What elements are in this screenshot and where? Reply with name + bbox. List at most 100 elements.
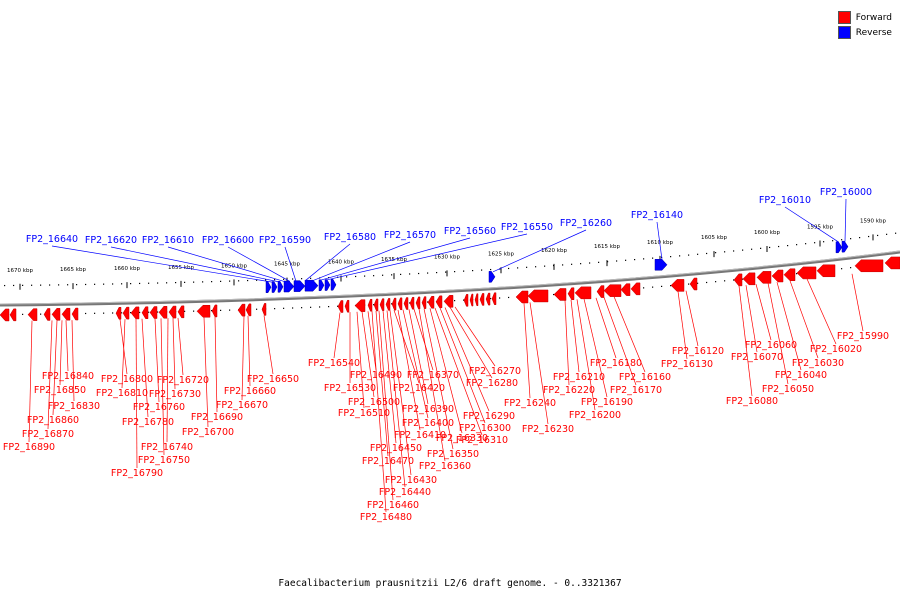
forward-leader-line xyxy=(214,316,218,413)
forward-leader-line xyxy=(429,308,463,434)
forward-leader-line xyxy=(851,273,864,332)
guide-dot-upper xyxy=(310,277,312,279)
guide-dot-upper xyxy=(220,280,222,282)
legend-label-forward: Forward xyxy=(855,12,892,23)
guide-dot-lower xyxy=(409,302,411,304)
forward-gene-arrow-59 xyxy=(816,264,836,278)
reverse-swatch xyxy=(837,26,851,39)
guide-dot-lower xyxy=(184,310,186,312)
guide-dot-upper xyxy=(436,271,438,274)
forward-leader-line xyxy=(418,308,446,462)
guide-dot-upper xyxy=(166,282,168,284)
guide-dot-upper xyxy=(13,284,15,287)
guide-dot-upper xyxy=(868,235,870,238)
guide-dot-upper xyxy=(283,278,285,280)
forward-gene-label: FP2_16370 xyxy=(407,370,459,381)
guide-dot-lower xyxy=(319,306,321,308)
guide-dot-upper xyxy=(31,284,33,286)
guide-dot-upper xyxy=(670,256,672,258)
guide-dot-upper xyxy=(562,264,564,266)
forward-leader-line xyxy=(570,299,580,373)
forward-gene-label: FP2_16070 xyxy=(731,352,783,363)
guide-dot-upper xyxy=(157,282,159,284)
guide-dot-upper xyxy=(544,265,546,267)
forward-leader-line xyxy=(154,318,160,403)
guide-dot-upper xyxy=(391,274,393,276)
reverse-gene-arrow-8 xyxy=(330,279,337,291)
forward-leader-line xyxy=(529,302,549,425)
guide-dot-lower xyxy=(283,307,285,309)
forward-gene-label: FP2_16330 xyxy=(436,433,488,444)
guide-dot-upper xyxy=(355,275,357,278)
forward-gene-arrow-21 xyxy=(344,299,350,313)
guide-dot-upper xyxy=(301,278,303,280)
forward-gene-label: FP2_16810 xyxy=(96,388,148,399)
forward-gene-arrow-54 xyxy=(742,272,756,286)
guide-dot-lower xyxy=(130,312,132,314)
forward-gene-arrow-14 xyxy=(177,305,185,319)
forward-gene-arrow-34 xyxy=(435,295,443,309)
forward-gene-label: FP2_16460 xyxy=(367,500,419,511)
forward-leader-line xyxy=(241,316,245,401)
guide-dot-upper xyxy=(742,249,744,251)
forward-gene-arrow-25 xyxy=(379,298,385,311)
reverse-gene-label: FP2_16600 xyxy=(202,235,254,246)
forward-leader-line xyxy=(449,307,493,379)
guide-dot-upper xyxy=(823,241,825,243)
forward-leader-line xyxy=(71,320,75,402)
forward-gene-label: FP2_16750 xyxy=(138,455,190,466)
guide-dot-upper xyxy=(274,279,276,281)
forward-leader-line xyxy=(454,306,496,367)
forward-leader-line xyxy=(375,310,389,457)
guide-dot-upper xyxy=(886,233,888,235)
forward-gene-label: FP2_16220 xyxy=(543,385,595,396)
forward-gene-label: FP2_16720 xyxy=(157,375,209,386)
guide-dot-upper xyxy=(877,234,879,237)
guide-dot-lower xyxy=(328,306,330,308)
reverse-leader-line xyxy=(167,246,286,282)
forward-gene-label: FP2_16210 xyxy=(553,372,605,383)
forward-leader-line xyxy=(402,309,429,419)
forward-leader-line xyxy=(776,281,802,371)
forward-gene-arrow-51 xyxy=(670,279,685,292)
forward-gene-label: FP2_16530 xyxy=(324,383,376,394)
guide-dot-upper xyxy=(265,279,267,281)
forward-gene-arrow-18 xyxy=(245,303,252,317)
guide-dot-lower xyxy=(112,312,114,314)
backbone-highlight xyxy=(0,250,900,305)
guide-dot-lower xyxy=(373,304,375,306)
tick-label: 1590 kbp xyxy=(860,218,886,224)
forward-gene-label: FP2_16490 xyxy=(350,370,402,381)
guide-dot-lower xyxy=(499,297,501,299)
guide-dot-lower xyxy=(85,312,87,315)
guide-dot-upper xyxy=(850,238,852,240)
forward-leader-line xyxy=(789,280,819,359)
guide-dot-upper xyxy=(193,281,195,283)
forward-leader-line xyxy=(439,307,486,424)
forward-leader-line xyxy=(166,318,169,443)
forward-gene-label: FP2_16290 xyxy=(463,411,515,422)
legend-item-reverse: Reverse xyxy=(837,25,892,40)
tick-label: 1635 kbp xyxy=(381,257,407,263)
forward-gene-arrow-27 xyxy=(391,297,397,311)
forward-gene-label: FP2_16740 xyxy=(141,442,193,453)
forward-gene-label: FP2_16510 xyxy=(338,408,390,419)
forward-gene-label: FP2_16020 xyxy=(810,344,862,355)
guide-dot-upper xyxy=(445,271,447,273)
reverse-gene-arrow-7 xyxy=(324,279,331,291)
guide-dot-lower xyxy=(103,312,105,314)
forward-leader-line xyxy=(523,302,531,399)
forward-gene-arrow-24 xyxy=(373,298,379,312)
forward-gene-label: FP2_16270 xyxy=(469,366,521,377)
forward-gene-arrow-40 xyxy=(485,292,491,306)
guide-dot-upper xyxy=(688,254,690,256)
forward-gene-label: FP2_16690 xyxy=(191,412,243,423)
forward-gene-arrow-9 xyxy=(130,306,140,320)
forward-gene-arrow-6 xyxy=(71,307,79,321)
guide-dot-upper xyxy=(580,263,582,265)
forward-gene-arrow-53 xyxy=(733,273,743,287)
guide-dot-upper xyxy=(760,247,762,249)
forward-gene-arrow-32 xyxy=(421,296,427,309)
guide-dot-lower xyxy=(715,281,717,283)
guide-dot-upper xyxy=(346,276,348,278)
